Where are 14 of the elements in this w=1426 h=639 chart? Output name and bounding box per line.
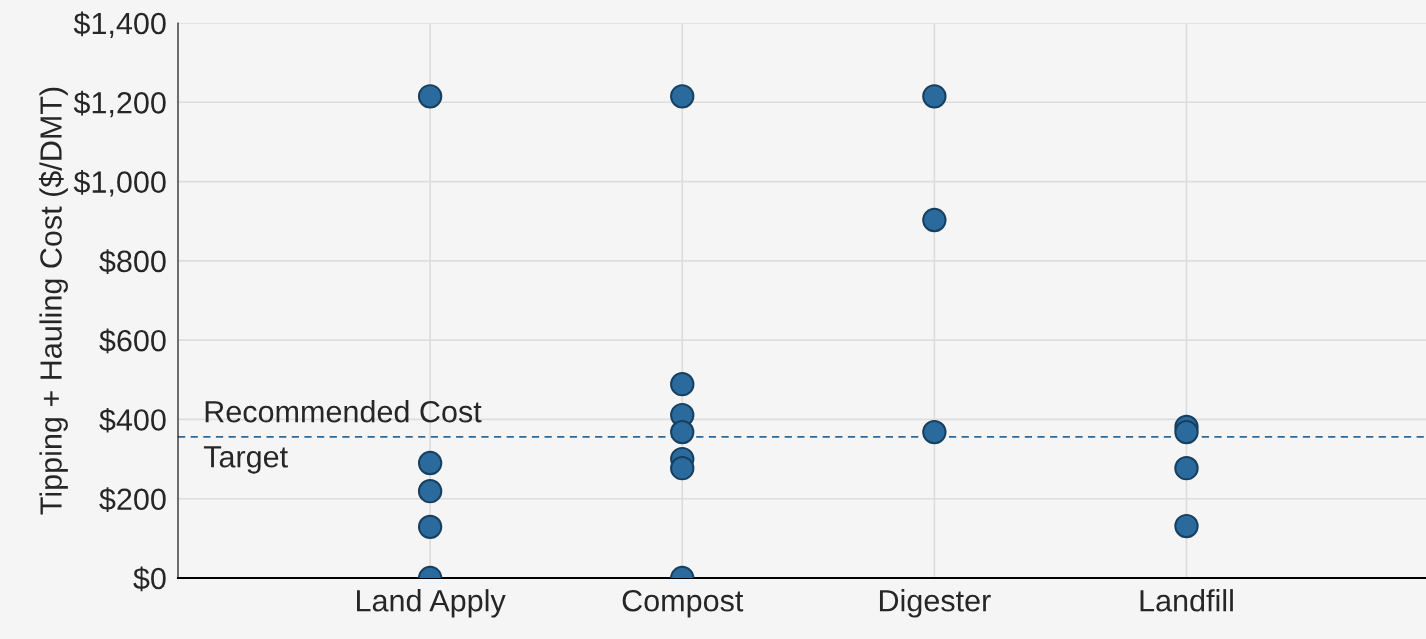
y-tick-label: $800 xyxy=(99,249,166,275)
ref-line-label: Recommended Cost Target xyxy=(203,400,482,474)
y-tick-label: $1,200 xyxy=(73,90,166,118)
x-tick-label: Digester xyxy=(879,589,991,618)
y-tick-label: $0 xyxy=(133,566,166,592)
y-tick-label: $1,400 xyxy=(73,11,166,38)
x-tick-label: Landfill xyxy=(1140,589,1233,612)
y-tick-label: $200 xyxy=(99,487,166,512)
x-tick-label: Land Apply xyxy=(357,589,506,618)
y-tick-label: $400 xyxy=(99,407,166,433)
y-axis-title: Tipping + Hauling Cost ($/DMT) xyxy=(38,87,68,515)
y-tick-label: $1,000 xyxy=(73,170,166,197)
x-tick-label: Compost xyxy=(622,589,744,618)
y-tick-label: $600 xyxy=(99,328,166,354)
